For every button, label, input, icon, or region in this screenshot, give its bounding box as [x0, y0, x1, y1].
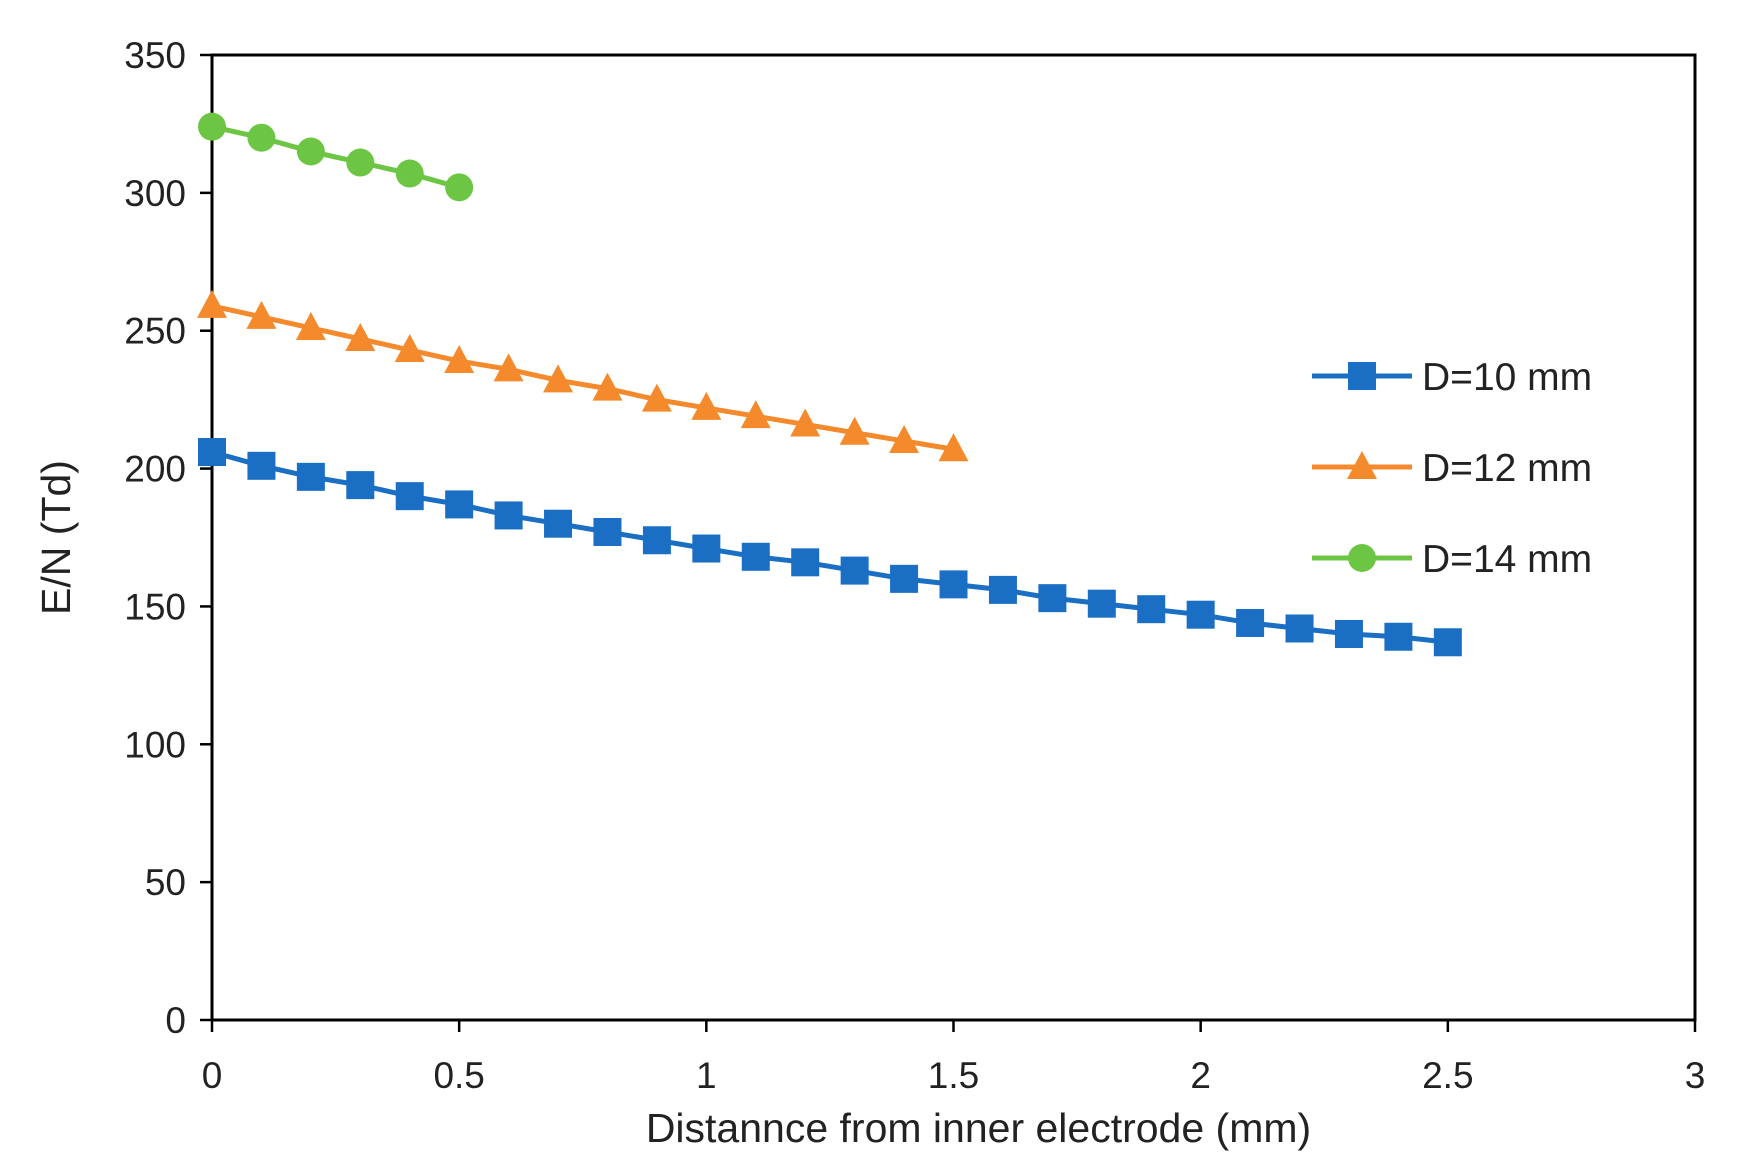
- legend-swatch-marker: [1347, 451, 1377, 479]
- data-point: [345, 322, 376, 351]
- data-point: [296, 462, 325, 491]
- data-point: [593, 517, 622, 546]
- data-point: [988, 575, 1017, 604]
- data-point: [444, 345, 475, 374]
- x-tick-label: 0: [202, 1055, 223, 1096]
- y-tick-label: 300: [124, 173, 186, 214]
- data-point: [791, 548, 820, 577]
- data-point: [394, 334, 425, 363]
- data-point: [494, 501, 523, 530]
- x-tick-label: 2.5: [1422, 1055, 1473, 1096]
- x-tick-label: 1: [696, 1055, 717, 1096]
- data-point: [198, 112, 226, 141]
- data-point: [1236, 608, 1265, 637]
- axes-layer: 0 50 100 150 200 250 300 350 0 0.5 1 1.5 2 2.5 3: [124, 35, 1705, 1096]
- data-point: [692, 534, 721, 563]
- x-tick-label: 1.5: [928, 1055, 979, 1096]
- data-point: [1137, 595, 1166, 624]
- data-point: [247, 123, 276, 152]
- data-point: [346, 148, 375, 177]
- data-point: [544, 509, 573, 538]
- data-point: [543, 364, 574, 393]
- y-tick-label: 100: [124, 724, 186, 765]
- data-point: [247, 451, 276, 480]
- data-point: [1087, 589, 1116, 618]
- data-point: [691, 391, 722, 420]
- data-point: [1433, 628, 1462, 657]
- data-point: [296, 137, 325, 166]
- legend-entry: D=10 mm: [1312, 356, 1592, 399]
- legend-swatch-marker: [1348, 362, 1376, 390]
- x-tick-label: 0.5: [433, 1055, 484, 1096]
- data-point: [1334, 620, 1363, 648]
- data-point: [839, 416, 870, 445]
- data-point: [938, 433, 969, 462]
- data-point: [493, 353, 524, 382]
- data-point: [592, 372, 623, 401]
- series-3: [198, 112, 474, 202]
- data-point: [740, 400, 771, 429]
- data-point: [346, 471, 375, 500]
- y-tick-label: 50: [145, 862, 186, 903]
- data-point: [741, 542, 770, 571]
- data-point: [295, 311, 326, 340]
- y-tick-label: 350: [124, 35, 186, 76]
- legend-entry: D=14 mm: [1312, 538, 1592, 581]
- series-line: [211, 303, 954, 452]
- legend-swatch-marker: [1348, 544, 1376, 572]
- series-2: [197, 289, 969, 462]
- data-point: [889, 425, 920, 453]
- data-point: [198, 438, 226, 467]
- x-tick-label: 3: [1685, 1055, 1706, 1096]
- data-point: [790, 408, 821, 437]
- data-point: [1038, 584, 1067, 613]
- data-point: [1384, 622, 1413, 651]
- data-point: [246, 300, 277, 329]
- data-point: [939, 570, 968, 599]
- x-tick-label: 2: [1190, 1055, 1211, 1096]
- y-axis-title: E/N (Td): [33, 460, 79, 615]
- x-axis-title: Distannce from inner electrode (mm): [646, 1105, 1311, 1151]
- y-tick-label: 250: [124, 311, 186, 352]
- data-point: [1186, 600, 1215, 629]
- data-point: [445, 173, 474, 202]
- data-point: [641, 383, 672, 412]
- data-point: [395, 159, 424, 188]
- legend-label: D=14 mm: [1422, 538, 1592, 581]
- series-1: [198, 438, 1462, 657]
- legend-label: D=12 mm: [1422, 447, 1592, 490]
- data-point: [197, 289, 227, 318]
- y-tick-label: 150: [124, 586, 186, 627]
- data-point: [890, 564, 919, 593]
- data-point: [445, 490, 474, 519]
- legend: D=10 mm D=12 mm D=14 mm: [1312, 356, 1592, 581]
- series-layer: [197, 112, 1462, 657]
- data-point: [395, 482, 424, 511]
- data-point: [642, 526, 671, 555]
- legend-entry: D=12 mm: [1312, 447, 1592, 490]
- data-point: [840, 556, 869, 585]
- y-tick-label: 0: [165, 1000, 186, 1041]
- legend-label: D=10 mm: [1422, 356, 1592, 399]
- y-tick-label: 200: [124, 449, 186, 490]
- data-point: [1285, 614, 1314, 643]
